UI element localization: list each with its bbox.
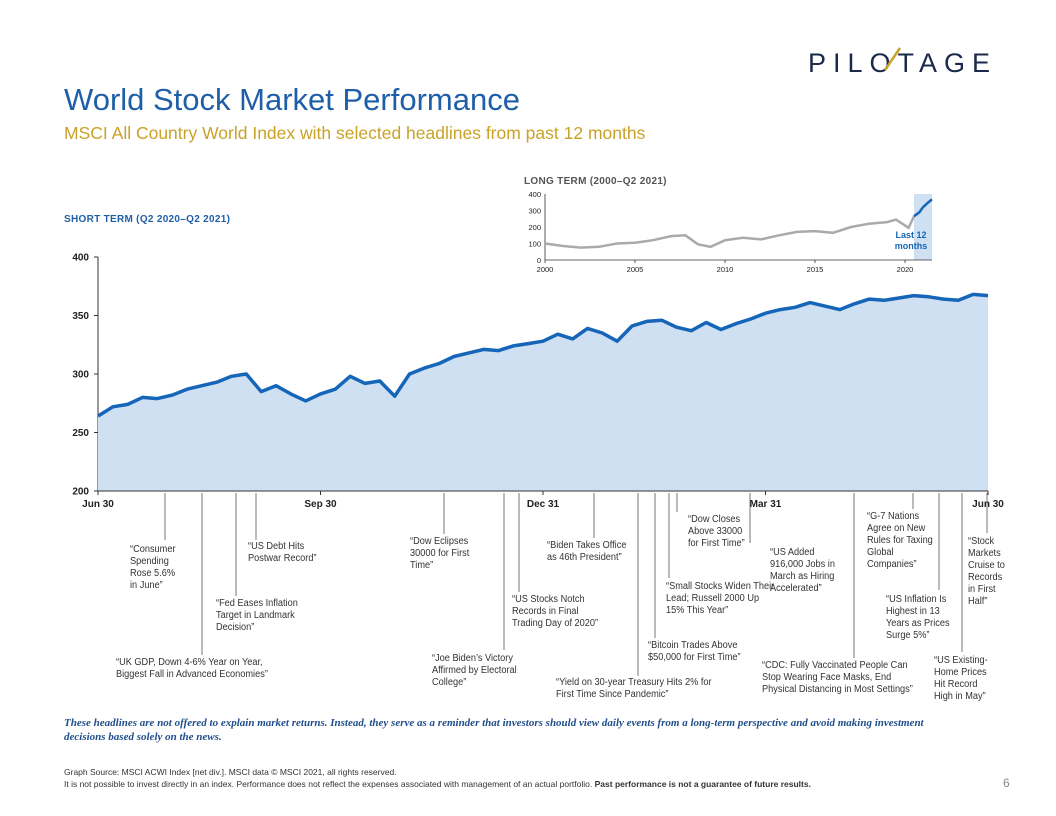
headline-us-inflation: “US Inflation Is Highest in 13 Years as …	[886, 594, 950, 641]
long-term-label: LONG TERM (2000–Q2 2021)	[524, 176, 667, 187]
footnote-text: It is not possible to invest directly in…	[64, 779, 593, 789]
main-x-tick-label: Mar 31	[750, 499, 782, 510]
main-x-tick-label: Jun 30	[82, 499, 114, 510]
inset-x-tick-label: 2000	[537, 265, 554, 274]
highlight-label: Last 12	[895, 230, 926, 240]
graph-source: Graph Source: MSCI ACWI Index [net div.]…	[64, 767, 397, 777]
inset-y-axis: 0 100 200 300 400	[528, 190, 546, 265]
inset-x-tick-label: 2010	[717, 265, 734, 274]
inset-y-tick-label: 100	[528, 240, 541, 249]
short-term-label: SHORT TERM (Q2 2020–Q2 2021)	[64, 214, 231, 225]
highlight-label-2: months	[895, 241, 928, 251]
main-y-tick-label: 300	[72, 370, 89, 381]
main-y-tick-label: 200	[72, 487, 89, 498]
logo-compass-needle-icon	[883, 47, 902, 71]
headline-uk-gdp: “UK GDP, Down 4-6% Year on Year, Biggest…	[116, 657, 268, 680]
inset-highlight-line	[913, 198, 933, 218]
logo-wordmark: PILOTAGE	[808, 47, 997, 78]
headline-stock-markets-records: “Stock Markets Cruise to Records in Firs…	[968, 536, 1005, 607]
last-12-months-highlight	[914, 194, 932, 260]
headline-treasury-yield: “Yield on 30-year Treasury Hits 2% for F…	[556, 677, 712, 700]
inset-y-tick-label: 300	[528, 207, 541, 216]
inset-y-tick-label: 0	[537, 256, 541, 265]
footnote-bold: Past performance is not a guarantee of f…	[594, 779, 811, 789]
page-title: World Stock Market Performance	[64, 82, 520, 117]
main-y-tick-label: 400	[72, 253, 89, 264]
disclaimer: These headlines are not offered to expla…	[64, 717, 924, 743]
headline-cdc-masks: “CDC: Fully Vaccinated People Can Stop W…	[762, 660, 913, 695]
headline-bitcoin: “Bitcoin Trades Above $50,000 for First …	[648, 640, 741, 663]
headline-biden-office: “Biden Takes Office as 46th President”	[547, 540, 627, 563]
main-series-line	[97, 292, 989, 418]
page-subtitle: MSCI All Country World Index with select…	[64, 123, 646, 143]
main-x-tick-label: Sep 30	[304, 499, 337, 510]
inset-series-line	[544, 215, 916, 249]
headline-small-stocks: “Small Stocks Widen Their Lead; Russell …	[666, 581, 775, 616]
inset-y-tick-label: 200	[528, 223, 541, 232]
headline-home-prices: “US Existing-Home Prices Hit Record High…	[934, 655, 988, 702]
headline-g7: “G-7 Nations Agree on New Rules for Taxi…	[867, 511, 933, 570]
headline-us-debt: “US Debt Hits Postwar Record”	[248, 541, 317, 564]
inset-x-tick-label: 2020	[897, 265, 914, 274]
logo-text: PILOTAGE	[808, 48, 997, 78]
headline-fed-eases: “Fed Eases Inflation Target in Landmark …	[216, 598, 298, 633]
main-x-tick-label: Dec 31	[527, 499, 560, 510]
headline-dow-30000: “Dow Eclipses 30000 for First Time”	[410, 536, 470, 571]
headline-biden-victory: “Joe Biden’s Victory Affirmed by Elector…	[432, 653, 517, 688]
inset-x-tick-label: 2015	[807, 265, 824, 274]
main-y-tick-label: 350	[72, 311, 89, 322]
inset-x-tick-label: 2005	[627, 265, 644, 274]
main-area-fill	[98, 294, 988, 491]
headline-jobs-added: “US Added 916,000 Jobs in March as Hirin…	[770, 547, 835, 594]
pilotage-logo: PILOTAGE	[808, 46, 1008, 87]
main-x-axis: Jun 30 Sep 30 Dec 31 Mar 31 Jun 30	[82, 490, 1004, 510]
main-y-tick-label: 250	[72, 428, 89, 439]
inset-x-axis: 2000 2005 2010 2015 2020	[537, 259, 932, 274]
headline-dow-33000: “Dow Closes Above 33000 for First Time”	[688, 514, 745, 549]
footnote: It is not possible to invest directly in…	[64, 779, 811, 789]
main-x-tick-label: Jun 30	[972, 499, 1004, 510]
headline-leader-lines	[164, 493, 988, 676]
page-number: 6	[1003, 776, 1010, 790]
headline-consumer-spending: “Consumer Spending Rose 5.6% in June”	[130, 544, 176, 591]
inset-y-tick-label: 400	[528, 190, 541, 199]
headline-us-stocks-records: “US Stocks Notch Records in Final Tradin…	[512, 594, 599, 629]
